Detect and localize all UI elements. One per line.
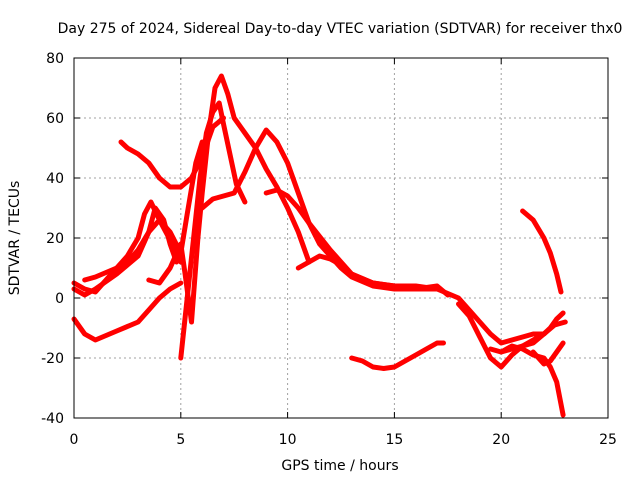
x-tick-label: 5 xyxy=(176,432,185,448)
x-tick-label: 20 xyxy=(492,432,510,448)
x-tick-label: 15 xyxy=(385,432,403,448)
axis-ticks: 0 5 10 15 20 25 -40 -20 0 20 40 60 80 xyxy=(41,51,617,448)
series-arc-10 xyxy=(295,253,440,292)
y-tick-label: -40 xyxy=(41,411,64,427)
y-tick-label: 80 xyxy=(46,51,64,67)
series-arc-8 xyxy=(199,127,451,298)
series-arc-9 xyxy=(263,187,547,346)
chart-title: Day 275 of 2024, Sidereal Day-to-day VTE… xyxy=(58,21,623,37)
series-arc-15 xyxy=(520,208,564,295)
series-arc-4 xyxy=(82,217,184,283)
x-axis-label: GPS time / hours xyxy=(281,458,398,474)
series-arc-7 xyxy=(178,100,248,361)
plot-area xyxy=(71,73,568,418)
y-tick-label: 20 xyxy=(46,231,64,247)
series-arc-6 xyxy=(146,73,312,325)
y-tick-label: 60 xyxy=(46,111,64,127)
x-tick-label: 10 xyxy=(279,432,297,448)
y-axis-label: SDTVAR / TECUs xyxy=(7,181,23,296)
x-tick-label: 0 xyxy=(70,432,79,448)
y-tick-label: -20 xyxy=(41,351,64,367)
series-arc-11 xyxy=(349,340,446,371)
series-arc-16 xyxy=(530,340,566,367)
y-tick-label: 0 xyxy=(55,291,64,307)
grid-lines xyxy=(74,58,608,418)
series-arc-3 xyxy=(71,139,205,298)
x-tick-label: 25 xyxy=(599,432,617,448)
y-tick-label: 40 xyxy=(46,171,64,187)
series-arc-1 xyxy=(71,280,184,343)
